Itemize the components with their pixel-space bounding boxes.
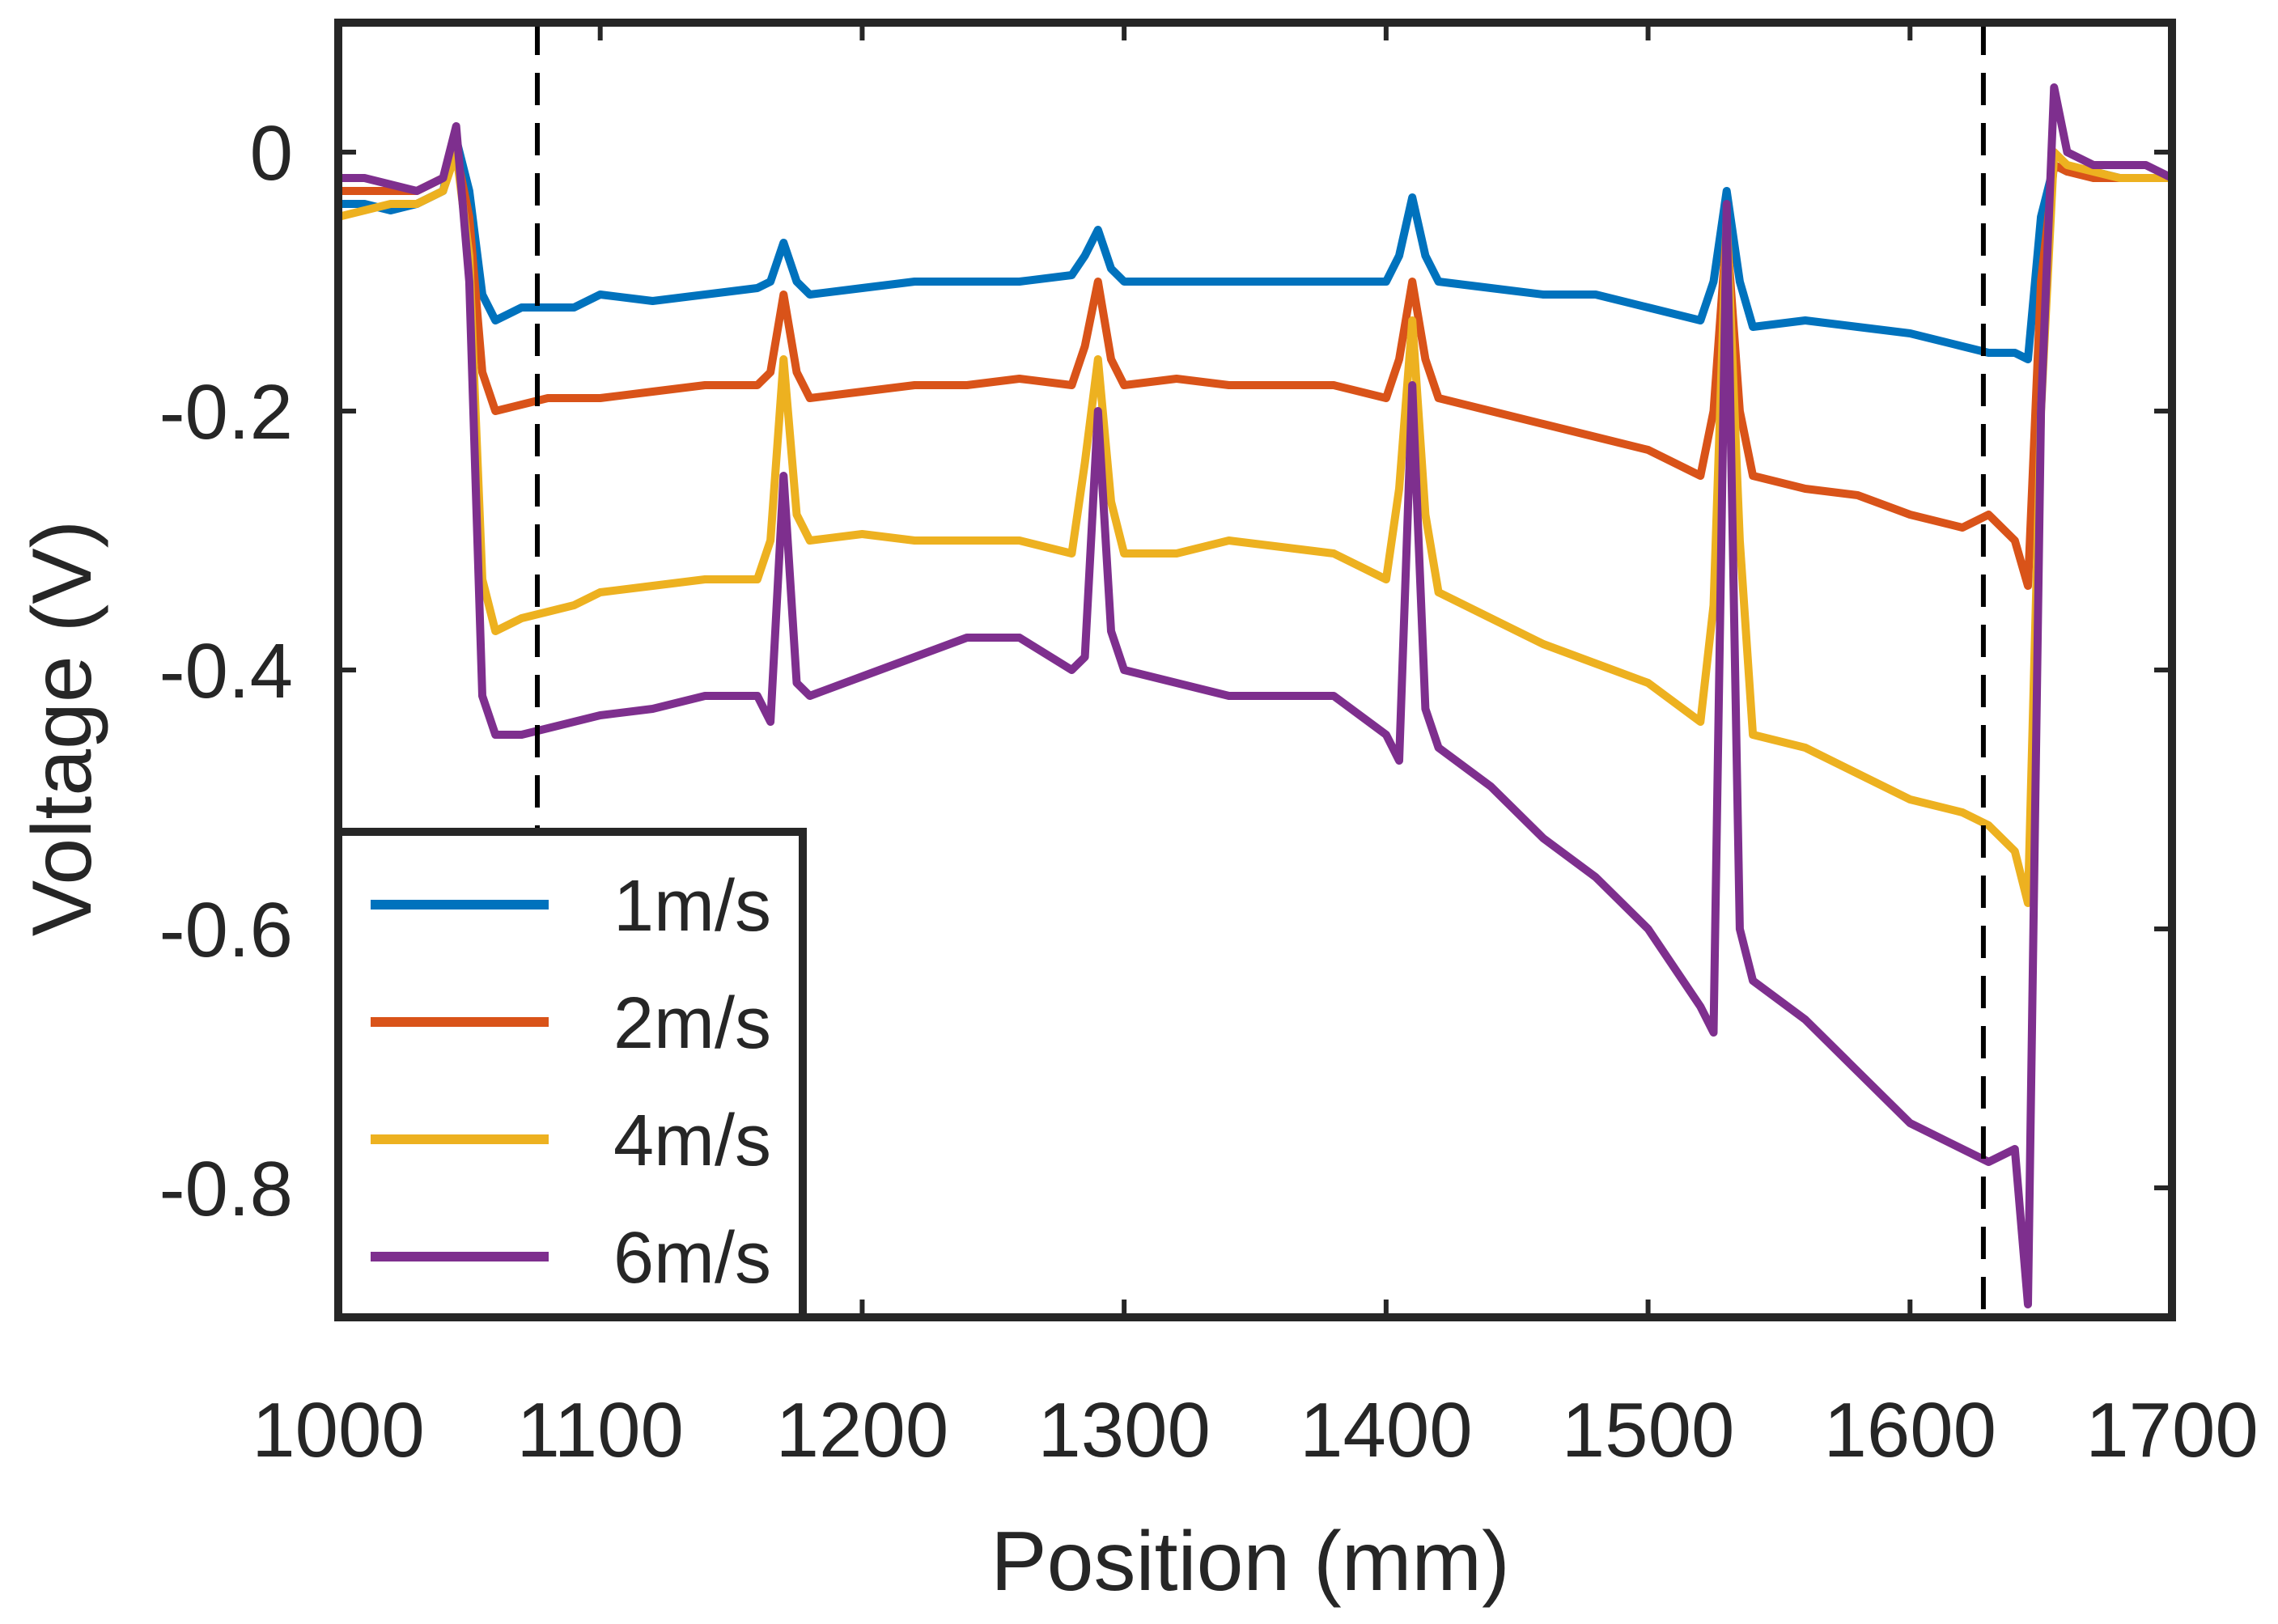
x-tick-label: 1700 [2085, 1387, 2259, 1473]
legend: 1m/s 2m/s 4m/s 6m/s [334, 828, 807, 1321]
x-tick-label: 1300 [1037, 1387, 1211, 1473]
series-line-3 [338, 148, 2172, 907]
x-tick-label: 1100 [516, 1387, 683, 1473]
y-axis-title: Voltage (V) [15, 520, 109, 937]
series-line-2 [338, 148, 2172, 590]
x-axis-title: Position (mm) [991, 1515, 1509, 1609]
y-tick-label: -0.2 [159, 369, 293, 456]
y-axis: 0 -0.2 -0.4 -0.6 -0.8 [159, 110, 2172, 1232]
series-line-4 [338, 83, 2172, 1308]
legend-label: 1m/s [613, 866, 771, 947]
y-tick-label: 0 [250, 110, 293, 197]
x-tick-label: 1600 [1824, 1387, 1997, 1473]
x-tick-label: 1500 [1562, 1387, 1735, 1473]
x-tick-label: 1000 [252, 1387, 425, 1473]
y-tick-label: -0.6 [159, 887, 293, 973]
y-tick-label: -0.8 [159, 1146, 293, 1232]
series-line-1 [338, 135, 2172, 363]
legend-label: 2m/s [613, 983, 771, 1064]
legend-box [334, 828, 807, 1321]
legend-label: 6m/s [613, 1218, 771, 1299]
legend-label: 4m/s [613, 1100, 771, 1181]
x-tick-label: 1200 [776, 1387, 949, 1473]
x-tick-label: 1400 [1300, 1387, 1473, 1473]
series-lines [338, 83, 2172, 1308]
x-axis: 1000 1100 1200 1300 1400 1500 1600 1700 [252, 23, 2259, 1473]
y-tick-label: -0.4 [159, 628, 293, 714]
